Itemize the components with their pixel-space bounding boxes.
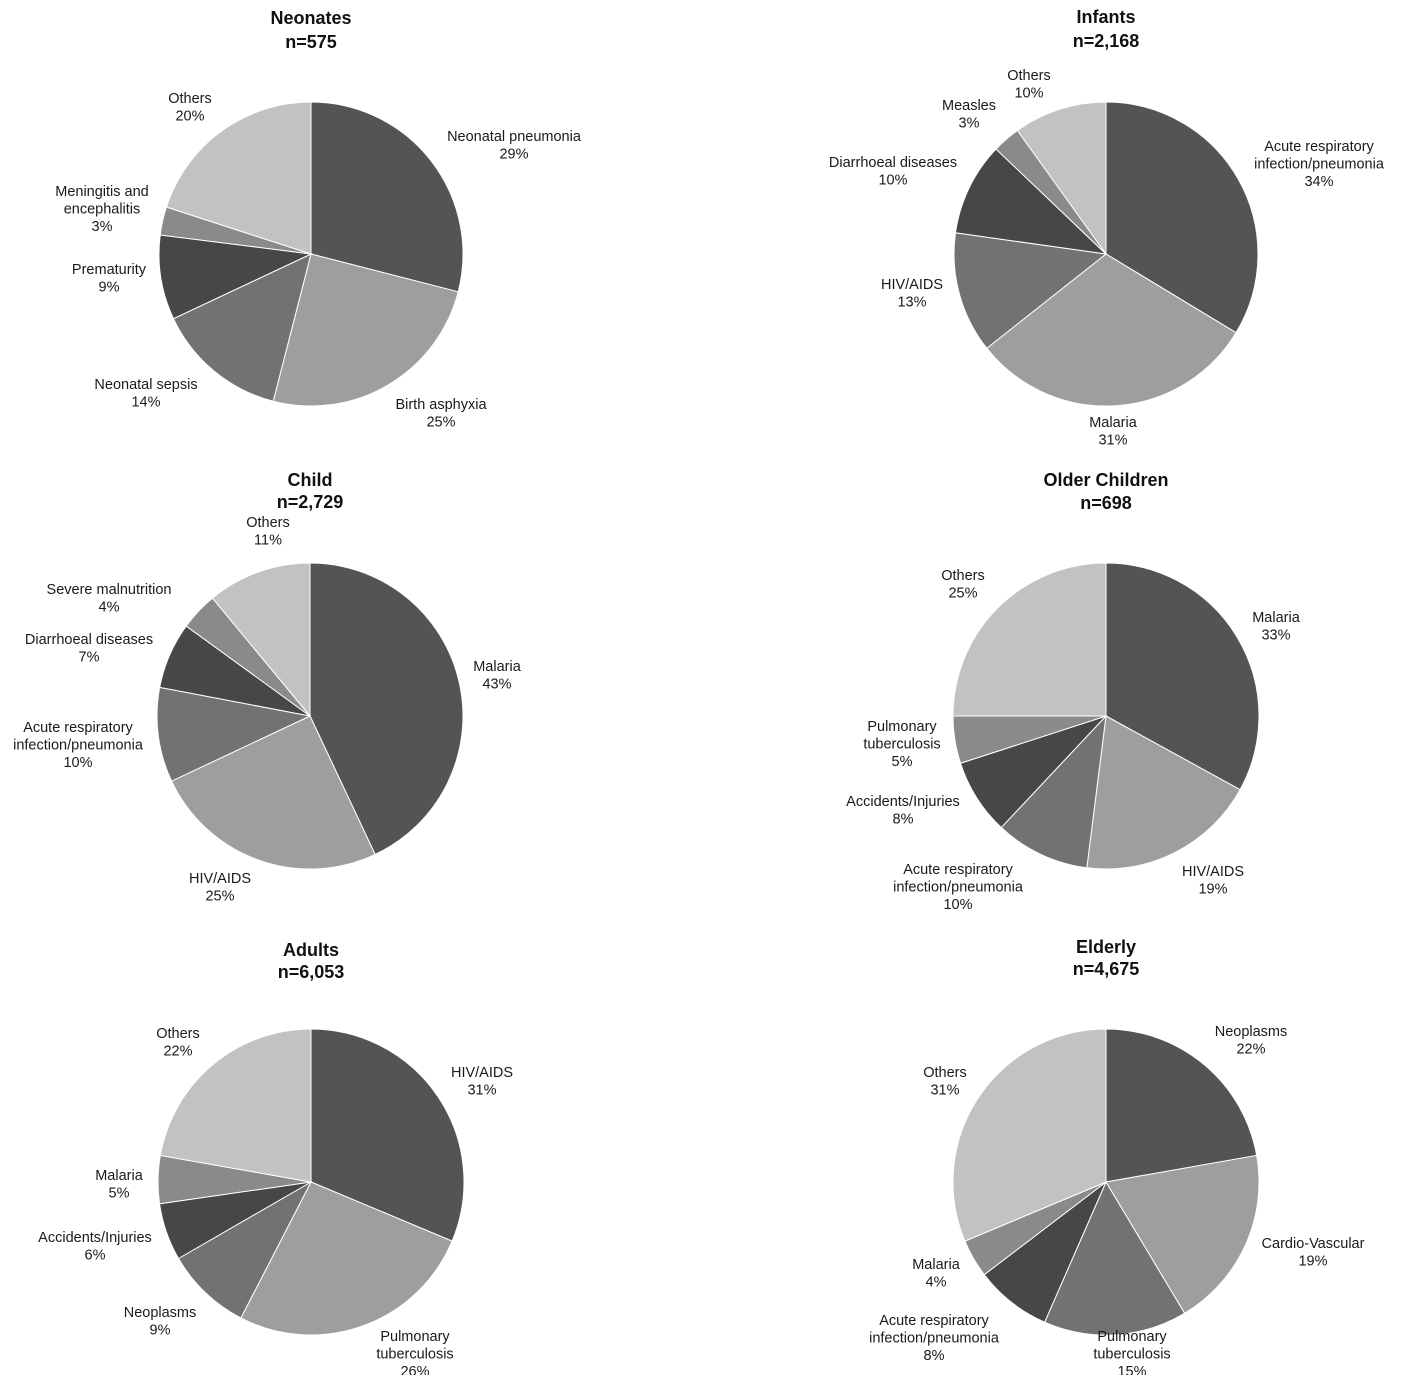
panel-title: Older Children bbox=[1043, 470, 1168, 490]
pie-slice bbox=[1016, 101, 1107, 256]
panel-subtitle: n=2,168 bbox=[1073, 31, 1140, 51]
pie-slice bbox=[172, 253, 312, 402]
slice-label: Others 31% bbox=[923, 1065, 967, 1099]
slice-label: Others 20% bbox=[168, 91, 212, 125]
slice-label: Acute respiratory infection/pneumonia 10% bbox=[893, 862, 1024, 913]
pie-slice bbox=[170, 715, 376, 870]
slice-label: Malaria 43% bbox=[473, 659, 521, 693]
slice-label: Acute respiratory infection/pneumonia 10% bbox=[13, 720, 144, 771]
pie-slice bbox=[156, 686, 312, 782]
slice-label: Birth asphyxia 25% bbox=[395, 397, 487, 431]
slice-label: Others 10% bbox=[1007, 68, 1051, 102]
slice-label: HIV/AIDS 19% bbox=[1182, 864, 1244, 898]
pie-slice bbox=[158, 234, 313, 320]
panel-subtitle: n=698 bbox=[1080, 493, 1132, 513]
slice-label: Accidents/Injuries 6% bbox=[38, 1230, 152, 1264]
panel-subtitle: n=575 bbox=[285, 32, 337, 52]
slice-label: Others 22% bbox=[156, 1026, 200, 1060]
pie-slice bbox=[1000, 714, 1107, 869]
pie-slice bbox=[1086, 715, 1241, 870]
pie-slice bbox=[1044, 1180, 1186, 1336]
pie-slice bbox=[1105, 1154, 1260, 1314]
pie-slice bbox=[165, 101, 312, 255]
pie-slice bbox=[954, 148, 1108, 255]
pie-panel-3: Older Children n=698 Malaria 33% HIV/AIDS 19%… bbox=[846, 470, 1301, 913]
slice-label: Neoplasms 9% bbox=[124, 1305, 197, 1339]
slice-label: Acute respiratory infection/pneumonia 8% bbox=[869, 1313, 1000, 1364]
slice-label: Malaria 4% bbox=[912, 1257, 960, 1291]
slice-label: Meningitis and encephalitis 3% bbox=[55, 184, 149, 235]
panel-subtitle: n=6,053 bbox=[278, 962, 345, 982]
slice-label: Malaria 33% bbox=[1252, 610, 1300, 644]
slice-label: Diarrhoeal diseases 10% bbox=[829, 155, 957, 189]
pie-slice bbox=[1105, 101, 1259, 334]
slice-label: Pulmonary tuberculosis 26% bbox=[376, 1329, 453, 1375]
pie-slice bbox=[272, 253, 459, 407]
slice-label: Others 25% bbox=[941, 568, 985, 602]
pie-panel-0: Neonates n=575 Neonatal pneumonia 29% Birth … bbox=[55, 8, 582, 431]
slice-label: HIV/AIDS 13% bbox=[881, 277, 943, 311]
pie-slice bbox=[1105, 562, 1260, 791]
pie-slice bbox=[309, 562, 464, 856]
slice-label: Neonatal pneumonia 29% bbox=[447, 129, 582, 163]
panel-title: Adults bbox=[283, 940, 339, 960]
slice-label: Others 11% bbox=[246, 515, 290, 549]
slice-label: Accidents/Injuries 8% bbox=[846, 794, 960, 828]
pie-slice bbox=[310, 101, 464, 293]
panel-title: Infants bbox=[1076, 7, 1135, 27]
pie-slice bbox=[240, 1181, 453, 1336]
pie-panel-1: Infants n=2,168 Acute respiratory infection… bbox=[829, 7, 1385, 449]
panel-title: Child bbox=[288, 470, 333, 490]
pie-slice bbox=[953, 232, 1108, 349]
pie-slice bbox=[159, 1028, 312, 1183]
pie-slice bbox=[310, 1028, 465, 1242]
slice-label: Neonatal sepsis 14% bbox=[94, 377, 197, 411]
slice-label: Measles 3% bbox=[942, 98, 996, 132]
slice-label: HIV/AIDS 25% bbox=[189, 871, 251, 905]
pie-slice bbox=[952, 1028, 1107, 1242]
panel-subtitle: n=2,729 bbox=[277, 492, 344, 512]
pie-slice bbox=[952, 562, 1107, 717]
panel-subtitle: n=4,675 bbox=[1073, 959, 1140, 979]
slice-label: Diarrhoeal diseases 7% bbox=[25, 632, 153, 666]
slice-label: Pulmonary tuberculosis 15% bbox=[1093, 1329, 1170, 1375]
pie-slice bbox=[211, 562, 311, 718]
slice-label: Cardio-Vascular 19% bbox=[1262, 1236, 1365, 1270]
pie-slice bbox=[177, 1180, 313, 1319]
panel-title: Neonates bbox=[270, 8, 351, 28]
slice-label: Acute respiratory infection/pneumonia 34% bbox=[1254, 139, 1385, 190]
slice-label: Malaria 5% bbox=[95, 1168, 143, 1202]
panel-title: Elderly bbox=[1076, 937, 1136, 957]
pie-slice bbox=[986, 253, 1237, 407]
pie-slice bbox=[1105, 1028, 1258, 1183]
slice-label: Malaria 31% bbox=[1089, 415, 1137, 449]
slice-label: HIV/AIDS 31% bbox=[451, 1065, 513, 1099]
slice-label: Neoplasms 22% bbox=[1215, 1024, 1288, 1058]
slice-label: Prematurity 9% bbox=[72, 262, 147, 296]
slice-label: Pulmonary tuberculosis 5% bbox=[863, 719, 940, 770]
slice-label: Severe malnutrition 4% bbox=[47, 582, 172, 616]
